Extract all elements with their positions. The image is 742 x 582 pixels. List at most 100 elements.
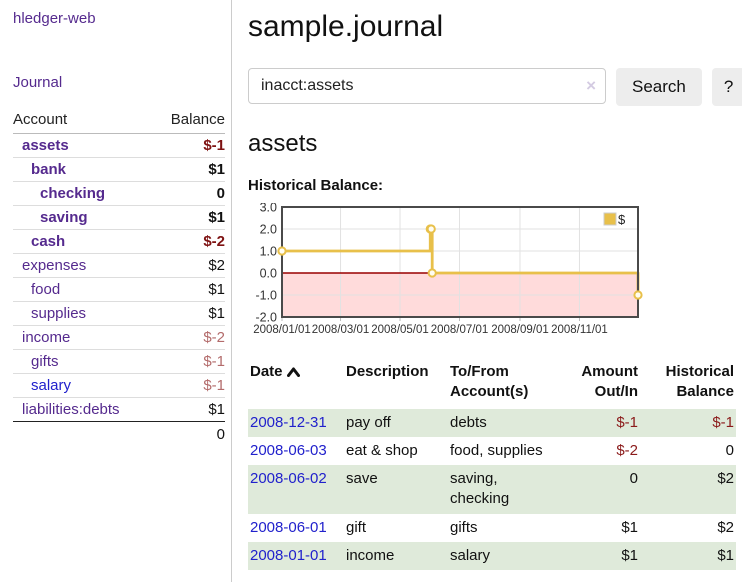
transaction-row: 2008-06-03 eat & shop food, supplies $-2 0 — [248, 437, 736, 465]
search-row: × Search ? — [248, 68, 742, 106]
account-balance: 0 — [153, 181, 225, 206]
transaction-description: gift — [346, 518, 367, 536]
transaction-date-link[interactable]: 2008-06-01 — [250, 518, 327, 536]
historical-balance-chart: $3.0 2.0 1.0 0.0 -1.0 -2.0 2008/01/01 2008/03/0… — [248, 203, 742, 343]
x-tick-label: 2008/09/01 — [491, 324, 549, 336]
transaction-description: eat & shop — [346, 441, 418, 459]
account-row: gifts $-1 — [13, 349, 225, 374]
x-tick-label: 2008/03/01 — [312, 324, 370, 336]
sidebar-account-link-liabilities-debts[interactable]: liabilities:debts — [22, 401, 120, 418]
transaction-accounts: food, supplies — [450, 441, 543, 459]
sidebar-account-link-gifts[interactable]: gifts — [31, 353, 59, 370]
app-title-link[interactable]: hledger-web — [13, 10, 96, 27]
sidebar-account-link-assets[interactable]: assets — [22, 137, 69, 154]
sidebar-item-journal[interactable]: Journal — [13, 74, 63, 91]
account-row: supplies $1 — [13, 301, 225, 326]
transaction-accounts: debts — [450, 413, 487, 431]
sidebar-account-link-saving[interactable]: saving — [40, 209, 88, 226]
chart-title: Historical Balance: — [248, 177, 384, 194]
transaction-historical-balance: $2 — [717, 518, 734, 536]
account-balance: $-1 — [153, 373, 225, 398]
search-input[interactable] — [248, 68, 606, 104]
transaction-date-link[interactable]: 2008-12-31 — [250, 413, 327, 431]
account-balance: $1 — [153, 397, 225, 422]
transaction-historical-balance: 0 — [725, 441, 734, 459]
y-tick-label: 0.0 — [260, 267, 277, 281]
register-header-description: Description — [346, 363, 429, 380]
page-title: sample.journal — [248, 10, 444, 43]
account-row: checking 0 — [13, 181, 225, 206]
legend-swatch — [603, 212, 617, 226]
transaction-historical-balance: $1 — [717, 546, 734, 564]
account-balance: $-1 — [153, 349, 225, 374]
transaction-accounts: salary — [450, 546, 491, 564]
account-balance: $1 — [153, 205, 225, 230]
register-header-historical: Historical Balance — [665, 363, 734, 401]
register-header-accounts: To/From Account(s) — [450, 363, 529, 401]
account-balance: $2 — [153, 253, 225, 278]
y-tick-label: -2.0 — [255, 311, 277, 325]
transaction-amount: $-1 — [616, 413, 638, 431]
x-tick-label: 2008/11/01 — [551, 324, 608, 336]
sidebar-account-link-bank[interactable]: bank — [31, 161, 67, 178]
transaction-description: pay off — [346, 413, 391, 431]
transaction-accounts: gifts — [450, 518, 478, 536]
transaction-date-link[interactable]: 2008-06-03 — [250, 441, 327, 459]
y-tick-label: -1.0 — [255, 289, 277, 303]
transaction-row: 2008-12-31 pay off debts $-1 $-1 — [248, 408, 736, 437]
y-tick-label: 1.0 — [260, 245, 277, 259]
sidebar-account-link-income[interactable]: income — [22, 329, 71, 346]
sidebar-account-link-cash[interactable]: cash — [31, 233, 66, 250]
register-header-date[interactable]: Date — [248, 360, 344, 409]
account-row: food $1 — [13, 277, 225, 302]
account-row: expenses $2 — [13, 253, 225, 278]
clear-search-icon[interactable]: × — [586, 76, 596, 95]
accounts-header-balance: Balance — [153, 108, 225, 134]
data-point-marker — [277, 246, 287, 256]
account-balance: $1 — [153, 157, 225, 182]
transaction-date-link[interactable]: 2008-01-01 — [250, 546, 327, 564]
y-tick-label: 2.0 — [260, 223, 277, 237]
data-point-marker — [426, 224, 436, 234]
account-row: assets $-1 — [13, 133, 225, 158]
search-button[interactable]: Search — [616, 68, 702, 106]
accounts-total-row: 0 — [13, 422, 225, 447]
transaction-historical-balance: $-1 — [712, 413, 734, 431]
transaction-amount: $1 — [621, 546, 638, 564]
account-row: liabilities:debts $1 — [13, 397, 225, 422]
sidebar-account-link-supplies[interactable]: supplies — [31, 305, 87, 322]
x-tick-label: 2008/07/01 — [431, 324, 489, 336]
help-button[interactable]: ? — [711, 68, 742, 106]
account-balance: $1 — [153, 277, 225, 302]
register-header-row: Date Description To/From Account(s) Amou… — [248, 360, 736, 409]
account-balance: $-2 — [153, 229, 225, 254]
sidebar: hledger-web Journal Account Balance asse… — [0, 0, 232, 582]
y-tick-label: 3.0 — [260, 203, 277, 215]
transaction-amount: $-2 — [616, 441, 638, 459]
sidebar-account-link-food[interactable]: food — [31, 281, 61, 298]
transaction-description: income — [346, 546, 395, 564]
sidebar-account-link-expenses[interactable]: expenses — [22, 257, 87, 274]
data-point-marker — [427, 268, 437, 278]
transaction-accounts: saving, checking — [450, 470, 510, 508]
sidebar-account-link-checking[interactable]: checking — [40, 185, 106, 202]
account-row: salary $-1 — [13, 373, 225, 398]
account-balance: $-2 — [153, 325, 225, 350]
sidebar-account-link-salary[interactable]: salary — [31, 377, 72, 394]
transaction-date-link[interactable]: 2008-06-02 — [250, 470, 327, 487]
accounts-header-row: Account Balance — [13, 108, 225, 134]
account-row: income $-2 — [13, 325, 225, 350]
main-content: sample.journal × Search ? assets Histori… — [232, 0, 742, 582]
account-balance: $1 — [153, 301, 225, 326]
search-box: × — [248, 68, 606, 106]
transaction-row: 2008-06-02 save saving, checking 0 $2 — [248, 465, 736, 514]
register-header-date-label: Date — [250, 363, 283, 380]
accounts-total-balance: 0 — [216, 426, 225, 443]
x-tick-label: 2008/01/01 — [253, 324, 311, 336]
transaction-description: save — [346, 470, 378, 487]
transaction-row: 2008-06-01 gift gifts $1 $2 — [248, 514, 736, 542]
transaction-historical-balance: $2 — [717, 470, 734, 487]
transaction-row: 2008-01-01 income salary $1 $1 — [248, 541, 736, 570]
accounts-header-account: Account — [13, 108, 154, 134]
